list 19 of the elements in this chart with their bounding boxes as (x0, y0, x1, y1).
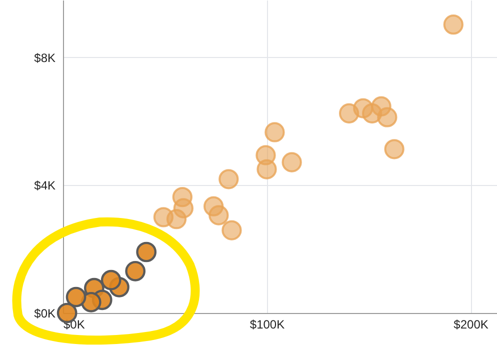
point (377, 107, 398, 128)
point (100, 270, 122, 290)
point (222, 220, 242, 240)
point (384, 139, 404, 160)
point (282, 152, 302, 172)
point (218, 169, 239, 190)
point (136, 242, 157, 262)
y-tick-label: $4K (34, 178, 56, 193)
x-tick-label: $100K (250, 318, 285, 332)
point (264, 122, 285, 142)
y-tick-label: $0K (34, 306, 56, 320)
y-tick-label: $8K (34, 50, 56, 65)
point (66, 286, 86, 308)
point (443, 14, 464, 35)
point (166, 209, 187, 230)
point (256, 159, 277, 180)
point (125, 260, 146, 282)
point (208, 205, 229, 226)
x-tick-label: $200K (454, 318, 488, 332)
